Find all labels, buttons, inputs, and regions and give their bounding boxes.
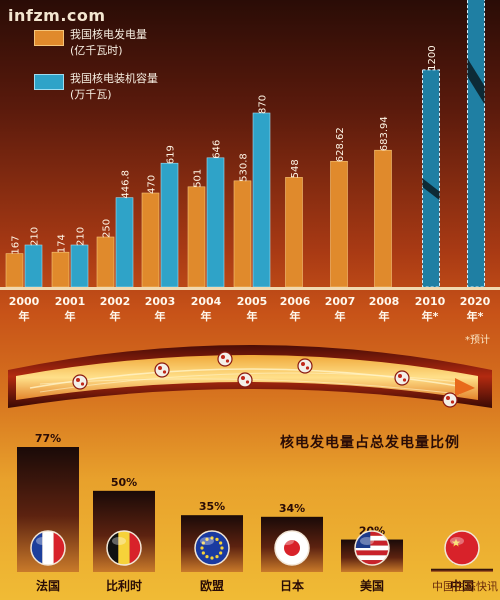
tick-year-2001: 2001 <box>55 295 86 308</box>
tick-year-suffix-2005: 年 <box>247 309 258 323</box>
label-capacity-2003: 619 <box>166 145 177 164</box>
label-capacity-2000: 210 <box>30 227 41 246</box>
country-name-label: 比利时 <box>106 578 142 593</box>
label-generation-2007: 628.62 <box>335 127 346 162</box>
country-name-label: 美国 <box>360 578 384 593</box>
atom-nucleus-icon <box>450 400 455 404</box>
label-capacity-2010: 1200 <box>427 45 438 70</box>
atom-particle-icon <box>394 370 410 386</box>
label-capacity-2001: 210 <box>76 227 87 246</box>
label-generation-2008: 683.94 <box>379 116 390 151</box>
tick-year-suffix-2004: 年 <box>201 309 212 323</box>
tick-year-2007: 2007 <box>325 295 356 308</box>
projection-footnote: *预计 <box>465 335 490 346</box>
country-name-label: 法国 <box>36 578 60 593</box>
projection-break-2020 <box>467 58 485 105</box>
tick-year-2010: 2010 <box>415 295 446 308</box>
atom-nucleus-icon <box>76 378 80 382</box>
atom-nucleus-icon <box>241 376 245 380</box>
flow-arrow-icon <box>455 378 475 396</box>
country-value-label: 34% <box>279 502 305 515</box>
watermark: 中国生态快讯 <box>432 580 498 593</box>
atom-nucleus-icon <box>301 362 305 366</box>
tick-year-suffix-2000: 年 <box>19 309 30 323</box>
country-name-label: 欧盟 <box>200 578 224 593</box>
tick-year-2005: 2005 <box>237 295 268 308</box>
atom-nucleus-icon <box>305 366 310 370</box>
atom-particle-icon <box>442 392 458 408</box>
tick-year-2006: 2006 <box>280 295 311 308</box>
japan-flag-icon <box>274 530 310 566</box>
atom-nucleus-icon <box>398 374 402 378</box>
atom-nucleus-icon <box>80 382 85 386</box>
country-value-label: 50% <box>111 476 137 489</box>
atom-nucleus-icon <box>225 359 230 363</box>
atom-nucleus-icon <box>158 366 162 370</box>
tick-year-2000: 2000 <box>9 295 40 308</box>
tick-year-2002: 2002 <box>100 295 131 308</box>
label-generation-2002: 250 <box>102 219 113 238</box>
projection-break-2010 <box>422 178 440 201</box>
country-name-label: 日本 <box>280 578 304 593</box>
legend-unit-generation: (亿千瓦时) <box>70 44 123 57</box>
country-bar-5 <box>431 568 493 572</box>
eu-flag-icon <box>194 530 230 566</box>
atom-particle-icon <box>297 358 313 374</box>
legend: 我国核电发电量 (亿千瓦时) 我国核电装机容量 (万千瓦) <box>34 24 234 106</box>
tick-year-suffix-2007: 年 <box>335 309 346 323</box>
legend-item-generation: 我国核电发电量 (亿千瓦时) <box>34 24 234 64</box>
country-value-label: 77% <box>35 432 61 445</box>
label-generation-2005: 530.8 <box>239 153 250 182</box>
label-generation-2001: 174 <box>57 234 68 253</box>
atom-nucleus-icon <box>446 396 450 400</box>
label-generation-2004: 501 <box>193 169 204 188</box>
tick-year-suffix-2008: 年 <box>379 309 390 323</box>
legend-item-capacity: 我国核电装机容量 (万千瓦) <box>34 66 234 106</box>
tick-year-suffix-2003: 年 <box>155 309 166 323</box>
tick-year-2004: 2004 <box>191 295 222 308</box>
tick-year-2020: 2020 <box>460 295 491 308</box>
atom-particle-icon <box>237 372 253 388</box>
site-logo[interactable]: infzm.com <box>8 6 106 25</box>
tick-year-2003: 2003 <box>145 295 176 308</box>
country-value-label: 35% <box>199 500 225 513</box>
label-capacity-2005: 870 <box>258 95 269 114</box>
legend-swatch-blue <box>34 74 64 90</box>
chart-baseline <box>0 287 500 290</box>
atom-particle-icon <box>72 374 88 390</box>
country-name-label: 中国 <box>450 578 474 593</box>
label-capacity-2004: 646 <box>212 140 223 159</box>
nuclear-bar-chart: 167 210 174 210 250 446.8 470 619 501 646 530.8 870… <box>0 0 500 323</box>
atom-particle-icon <box>154 362 170 378</box>
tick-year-suffix-2020: 年* <box>467 309 484 323</box>
tick-year-suffix-2006: 年 <box>290 309 301 323</box>
atom-nucleus-icon <box>402 378 407 382</box>
label-capacity-2002: 446.8 <box>121 170 132 199</box>
legend-label-generation: 我国核电发电量 <box>70 28 147 41</box>
reactor-tube-illustration <box>8 345 492 408</box>
legend-swatch-orange <box>34 30 64 46</box>
label-generation-2006: 548 <box>290 159 301 178</box>
atom-nucleus-icon <box>245 380 250 384</box>
ratio-chart-title: 核电发电量占总发电量比例 <box>280 435 460 451</box>
tick-year-2008: 2008 <box>369 295 400 308</box>
france-flag-icon <box>30 530 66 566</box>
atom-particle-icon <box>217 351 233 367</box>
atom-nucleus-icon <box>162 370 167 374</box>
label-generation-2000: 167 <box>11 236 22 255</box>
tick-year-suffix-2010: 年* <box>422 309 439 323</box>
belgium-flag-icon <box>106 530 142 566</box>
legend-label-capacity: 我国核电装机容量 <box>70 72 158 85</box>
tick-year-suffix-2001: 年 <box>65 309 76 323</box>
label-generation-2003: 470 <box>147 175 158 194</box>
tick-year-suffix-2002: 年 <box>110 309 121 323</box>
china-flag-icon <box>444 530 480 566</box>
legend-unit-capacity: (万千瓦) <box>70 88 112 101</box>
atom-nucleus-icon <box>221 355 225 359</box>
usa-flag-icon <box>354 530 390 566</box>
